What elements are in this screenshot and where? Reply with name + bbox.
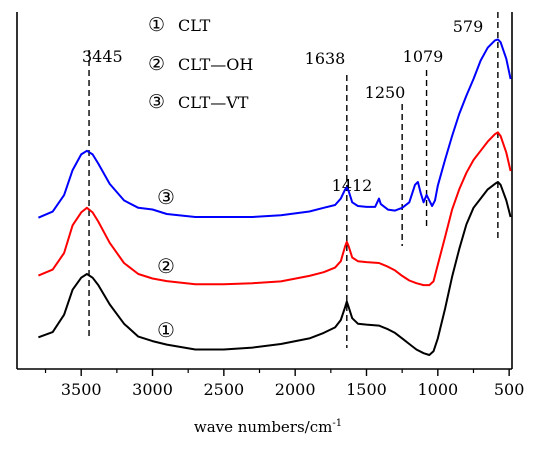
legend-label: CLT—OH xyxy=(178,55,253,74)
peak-label: 1250 xyxy=(365,83,406,102)
peak-label: 1079 xyxy=(403,47,444,66)
legend-marker: ② xyxy=(148,53,165,75)
peak-label: 1638 xyxy=(305,49,346,68)
x-tick-label: 3000 xyxy=(132,380,173,399)
x-tick-label: 2500 xyxy=(203,380,244,399)
legend-label: CLT xyxy=(178,16,211,35)
x-axis-label-text: wave numbers/cm xyxy=(194,418,332,436)
x-axis-label: wave numbers/cm-1 xyxy=(194,418,342,436)
legend-marker: ① xyxy=(148,14,165,36)
curve-label: ① xyxy=(157,318,175,342)
x-tick-label: 1000 xyxy=(417,380,458,399)
peak-annotations: 3445 1638 1412 1250 1079 579 xyxy=(82,12,499,348)
legend: ① CLT ② CLT—OH ③ CLT—VT xyxy=(148,14,253,113)
curve-label: ② xyxy=(157,254,175,278)
curve-label: ③ xyxy=(157,185,175,209)
spectrum-curves xyxy=(38,38,512,356)
x-axis-label-superscript: -1 xyxy=(332,418,342,429)
legend-label: CLT—VT xyxy=(178,93,249,112)
x-tick-label: 2000 xyxy=(275,380,316,399)
peak-label: 1412 xyxy=(332,176,373,195)
spectrum-line-cltvt xyxy=(38,38,512,219)
spectrum-line-cltoh xyxy=(38,131,512,287)
axis-frame xyxy=(16,12,513,370)
peak-label: 579 xyxy=(453,17,484,36)
legend-marker: ③ xyxy=(148,91,165,113)
x-axis-ticks: 3500 3000 2500 2000 1500 1000 500 xyxy=(44,369,525,399)
curve-labels: ① ② ③ xyxy=(157,185,175,342)
peak-label: 3445 xyxy=(82,47,123,66)
spectrum-line-clt xyxy=(38,181,512,356)
x-tick-label: 1500 xyxy=(346,380,387,399)
x-tick-label: 500 xyxy=(494,380,525,399)
x-tick-label: 3500 xyxy=(61,380,102,399)
